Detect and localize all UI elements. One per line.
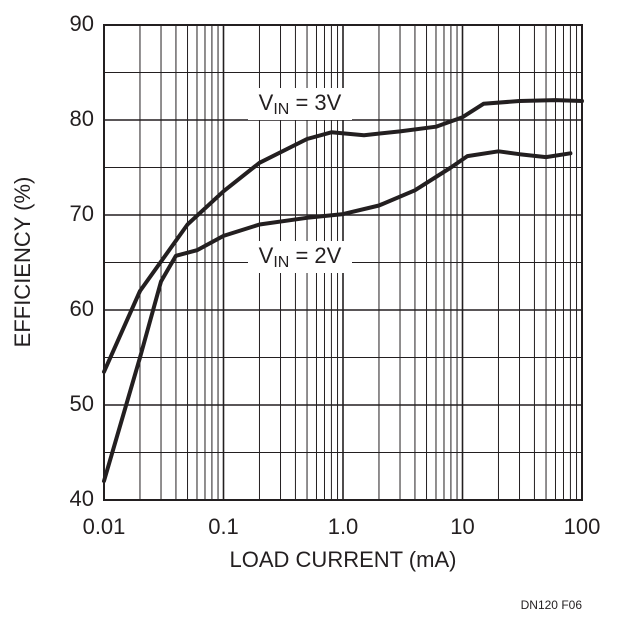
label-subscript: IN: [273, 254, 289, 271]
label-subscript: IN: [273, 101, 289, 118]
y-tick-label: 90: [70, 11, 94, 36]
y-tick-label: 80: [70, 106, 94, 131]
series-line: [102, 98, 584, 374]
x-tick-label: 10: [450, 514, 474, 539]
x-axis-label: LOAD CURRENT (mA): [230, 547, 457, 572]
label-part: V: [259, 90, 274, 115]
label-part: = 3V: [289, 90, 341, 115]
x-tick-label: 100: [564, 514, 601, 539]
series-line: [102, 149, 573, 483]
y-tick-label: 50: [70, 391, 94, 416]
y-tick-label: 60: [70, 296, 94, 321]
x-tick-label: 0.1: [208, 514, 239, 539]
y-tick-label: 70: [70, 201, 94, 226]
series-label: VIN = 3V: [259, 90, 342, 118]
label-background: [248, 241, 352, 273]
label-part: = 2V: [289, 243, 341, 268]
plot-frame: [103, 24, 583, 501]
y-axis-label: EFFICIENCY (%): [10, 177, 35, 348]
label-part: V: [259, 243, 274, 268]
footnote: DN120 F06: [521, 598, 583, 612]
label-background: [248, 88, 352, 120]
x-tick-label: 1.0: [328, 514, 359, 539]
x-tick-label: 0.01: [83, 514, 126, 539]
series-label: VIN = 2V: [259, 243, 342, 271]
y-tick-label: 40: [70, 486, 94, 511]
